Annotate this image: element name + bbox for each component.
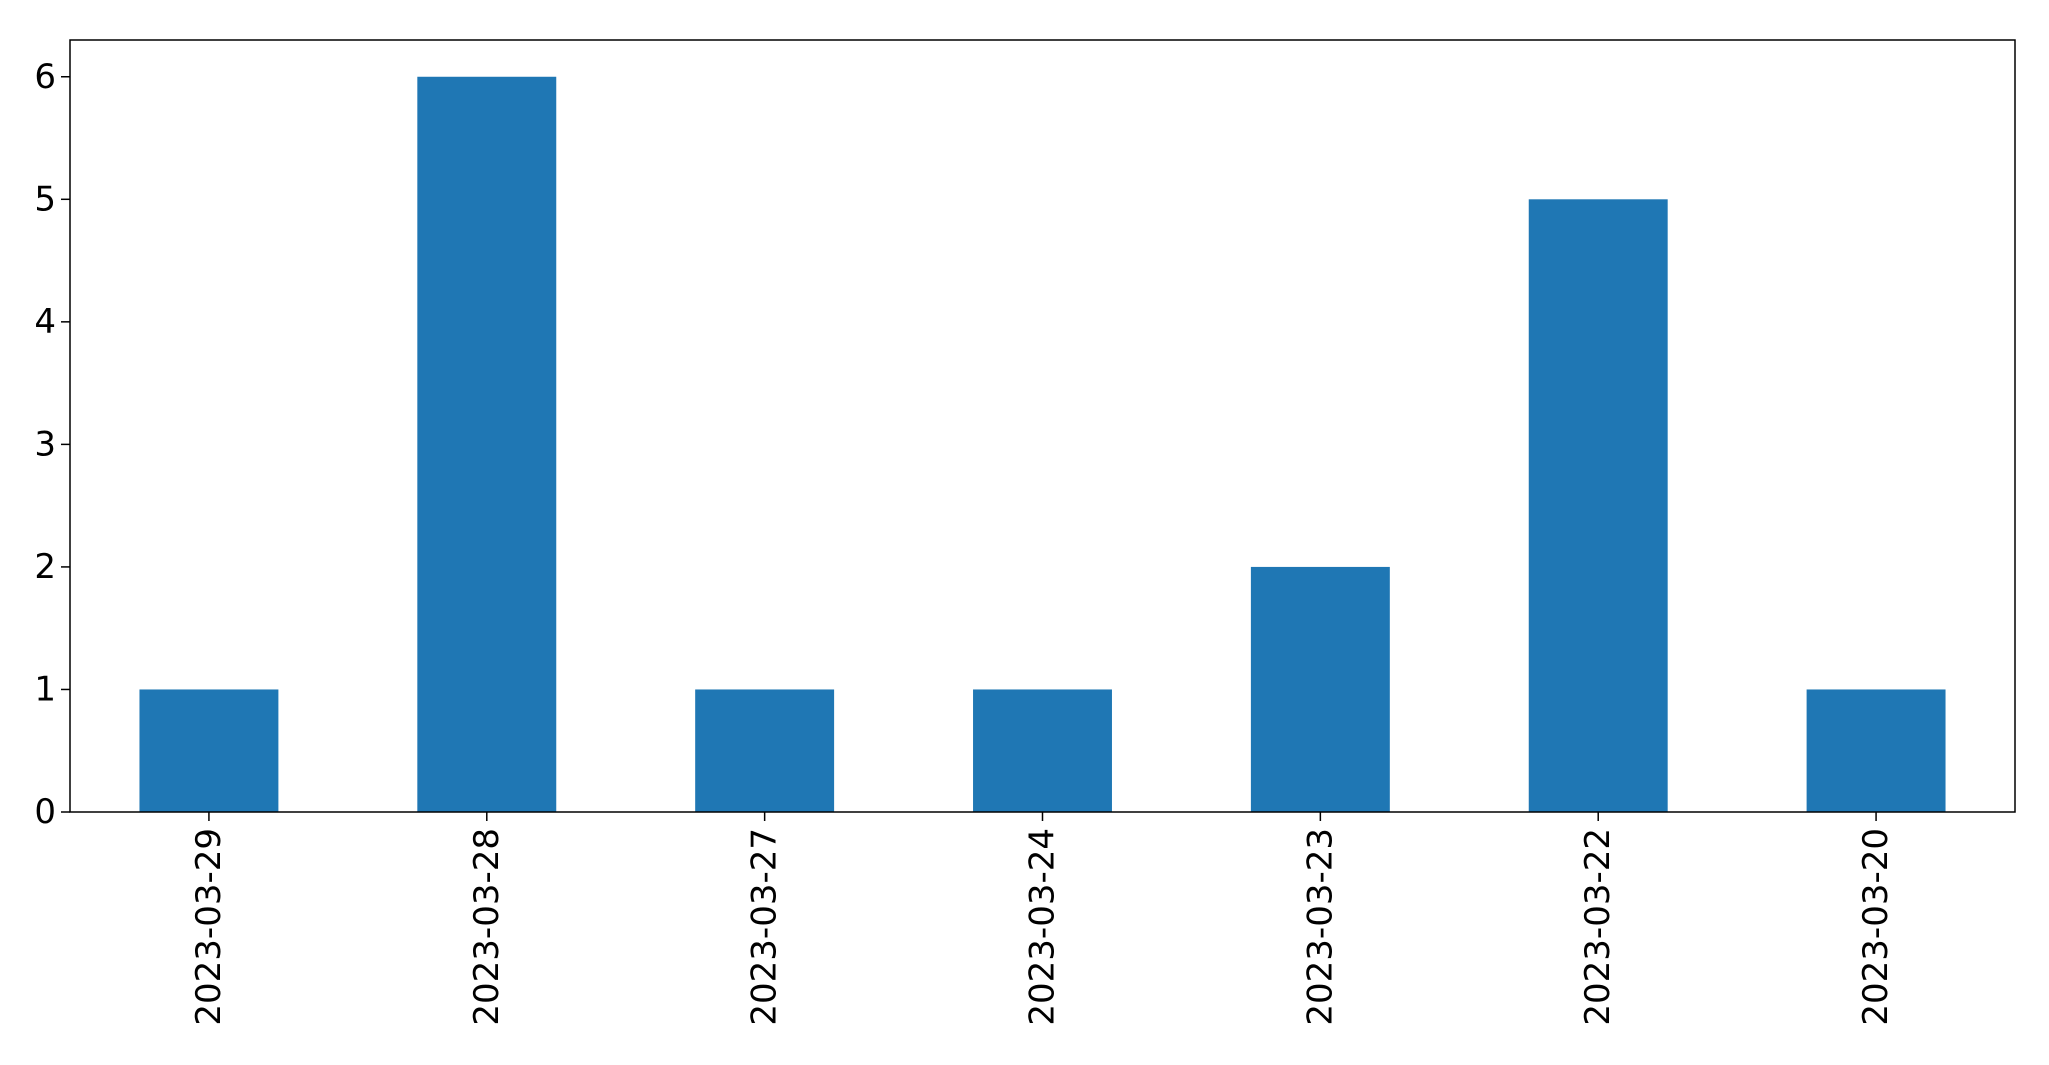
bar-2023-03-28 xyxy=(417,76,557,812)
x-tick-label: 2023-03-27 xyxy=(745,828,785,1026)
bar-2023-03-23 xyxy=(1250,566,1390,812)
y-tick-label: 5 xyxy=(34,179,56,219)
y-tick-label: 6 xyxy=(34,57,56,97)
x-tick-label: 2023-03-23 xyxy=(1300,828,1340,1026)
y-tick-label: 2 xyxy=(34,547,56,587)
x-tick-label: 2023-03-20 xyxy=(1856,828,1896,1026)
bar-2023-03-24 xyxy=(973,689,1112,812)
x-tick-label: 2023-03-22 xyxy=(1578,828,1618,1026)
y-tick-label: 4 xyxy=(34,302,56,342)
y-tick-label: 3 xyxy=(34,424,56,464)
bar-2023-03-22 xyxy=(1528,199,1668,813)
bar-2023-03-20 xyxy=(1806,689,1946,812)
bars-layer xyxy=(139,76,1946,813)
bar-2023-03-27 xyxy=(695,689,835,812)
y-tick-label: 0 xyxy=(34,792,56,832)
x-tick-label: 2023-03-28 xyxy=(467,828,507,1026)
bar-2023-03-29 xyxy=(139,689,279,812)
x-tick-label: 2023-03-29 xyxy=(189,828,229,1026)
y-tick-label: 1 xyxy=(34,669,56,709)
x-axis: 2023-03-29 2023-03-28 2023-03-27 2023-03-24… xyxy=(189,812,1896,1026)
x-tick-label: 2023-03-24 xyxy=(1023,828,1063,1026)
y-axis: 0 1 2 3 4 5 6 xyxy=(34,57,70,832)
